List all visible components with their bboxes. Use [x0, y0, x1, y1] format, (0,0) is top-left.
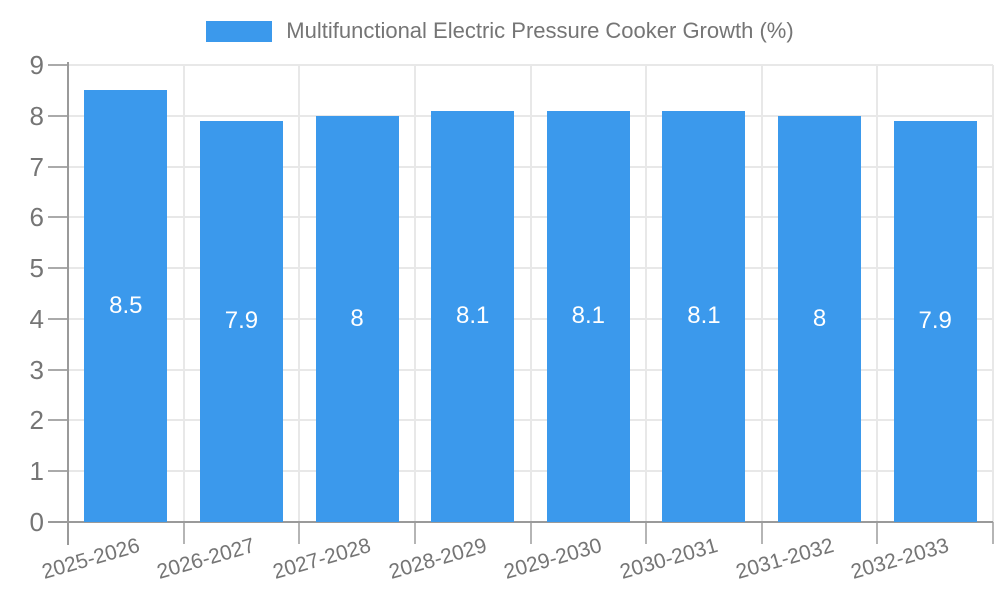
y-tick	[48, 216, 68, 219]
y-axis-tick-label: 4	[29, 303, 44, 334]
bar-2029-2030[interactable]: 8.1	[546, 110, 630, 522]
bar-2025-2026[interactable]: 8.5	[84, 90, 168, 522]
x-tick	[529, 522, 532, 544]
bar-value-label: 8	[812, 304, 827, 332]
x-gridline	[182, 65, 185, 522]
x-tick	[876, 522, 879, 544]
x-gridline	[413, 65, 416, 522]
bar-2032-2033[interactable]: 7.9	[893, 120, 977, 522]
y-axis-tick-label: 8	[29, 100, 44, 131]
chart-legend[interactable]: Multifunctional Electric Pressure Cooker…	[0, 14, 1000, 48]
x-tick	[760, 522, 763, 544]
bar-2026-2027[interactable]: 7.9	[199, 120, 283, 522]
bar-2030-2031[interactable]: 8.1	[662, 110, 746, 522]
x-tick	[413, 522, 416, 544]
legend-series-label: Multifunctional Electric Pressure Cooker…	[286, 18, 794, 43]
x-gridline	[760, 65, 763, 522]
bar-2031-2032[interactable]: 8	[778, 115, 862, 522]
bar-value-label: 7.9	[918, 307, 952, 335]
bar-value-label: 8.1	[456, 302, 490, 330]
y-axis-tick-label: 1	[29, 456, 44, 487]
y-axis-tick-label: 7	[29, 151, 44, 182]
y-tick	[48, 64, 68, 66]
y-tick	[48, 267, 68, 270]
x-gridline	[992, 65, 994, 522]
y-axis-tick-label: 2	[29, 405, 44, 436]
bar-value-label: 8.1	[571, 302, 605, 330]
x-tick	[298, 522, 301, 544]
x-gridline	[876, 65, 879, 522]
legend-swatch	[206, 20, 273, 42]
x-tick	[992, 522, 994, 544]
y-tick	[48, 419, 68, 422]
bar-value-label: 8	[350, 304, 364, 332]
y-tick	[48, 114, 68, 117]
bar-2028-2029[interactable]: 8.1	[431, 110, 515, 522]
bar-value-label: 8.1	[687, 302, 721, 330]
x-gridline	[298, 65, 301, 522]
y-tick	[48, 317, 68, 320]
x-tick	[645, 522, 648, 544]
x-tick	[182, 522, 185, 544]
bar-value-label: 8.5	[109, 292, 143, 320]
x-gridline	[645, 65, 648, 522]
bar-value-label: 7.9	[224, 307, 259, 335]
y-tick	[48, 165, 68, 168]
y-axis-tick-label: 9	[29, 50, 44, 80]
bar-2027-2028[interactable]: 8	[315, 115, 399, 522]
x-gridline	[529, 65, 532, 522]
y-tick	[48, 470, 68, 473]
y-axis-tick-label: 3	[29, 354, 44, 385]
y-axis-tick-label: 6	[29, 202, 44, 233]
y-axis-tick-label: 5	[29, 253, 44, 284]
y-axis-tick-label: 0	[29, 507, 44, 537]
y-tick	[48, 368, 68, 371]
y-axis-line	[67, 62, 69, 545]
x-axis-line	[48, 521, 993, 523]
